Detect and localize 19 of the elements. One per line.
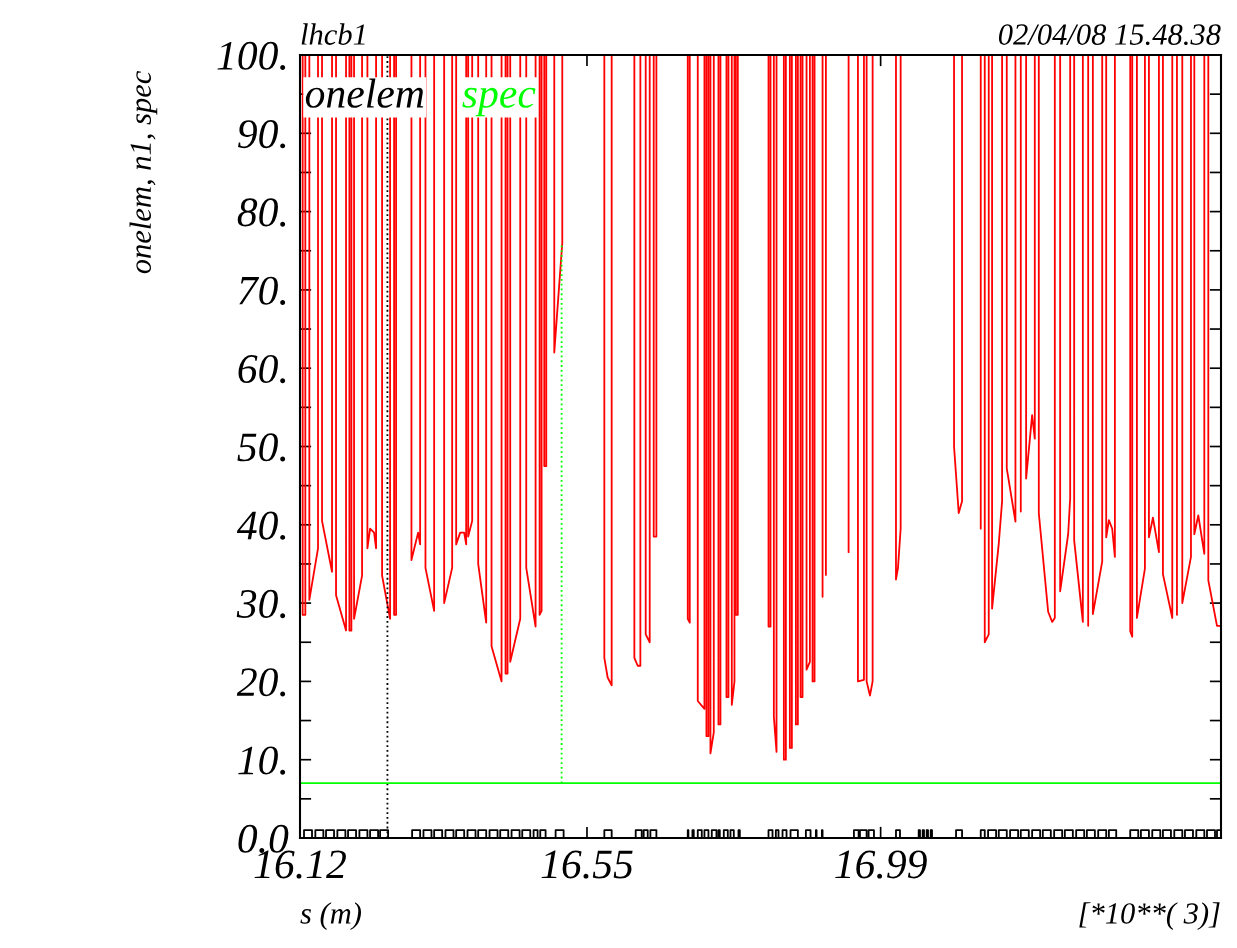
- y-tick-label: 80.: [237, 198, 286, 227]
- y-tick-label: 10.: [238, 746, 286, 775]
- y-tick-label: 20.: [236, 668, 286, 697]
- y-tick-label: 100.: [217, 41, 286, 71]
- chart-title: lhcb1: [301, 23, 365, 45]
- text: spec: [462, 87, 536, 117]
- chart-subtitle: 02/04/08 15.48.38: [998, 24, 1221, 46]
- y-tick-label: 70.: [239, 276, 286, 305]
- y-axis-title: onelem, n1, spec: [129, 70, 158, 274]
- x-axis-title: s (m): [300, 902, 361, 930]
- text: [*10**( 3)]: [1079, 902, 1220, 930]
- x-tick-label: 16.55: [541, 850, 633, 879]
- y-tick-label: 50.: [237, 433, 286, 462]
- legend-label: onelem: [305, 78, 424, 108]
- y-tick-label: 60.: [238, 354, 286, 384]
- y-tick-label: 40.: [236, 511, 286, 540]
- y-tick-label: 90.: [238, 120, 286, 149]
- x-tick-label: 16.99: [835, 850, 927, 879]
- y-tick-label: 30.: [236, 589, 286, 619]
